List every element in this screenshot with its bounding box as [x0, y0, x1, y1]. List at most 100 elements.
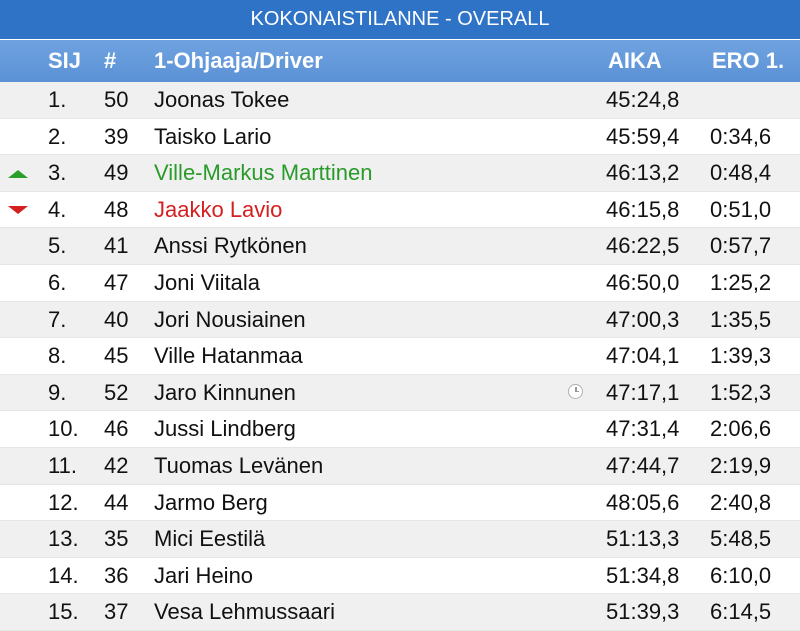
- diff-cell: 6:10,0: [710, 562, 772, 588]
- time-cell: 47:00,3: [606, 306, 680, 332]
- number-cell: 39: [104, 123, 129, 149]
- diff-cell: 0:34,6: [710, 123, 772, 149]
- diff-cell: 5:48,5: [710, 526, 772, 552]
- number-cell: 52: [104, 379, 129, 405]
- diff-cell: 1:52,3: [710, 379, 772, 405]
- time-cell: 51:39,3: [606, 599, 680, 625]
- column-header-diff[interactable]: ERO 1.: [712, 48, 785, 73]
- driver-name-cell: Jaro Kinnunen: [154, 379, 296, 405]
- column-header-position[interactable]: SIJ: [48, 48, 82, 73]
- time-cell: 47:31,4: [606, 416, 680, 442]
- table-row[interactable]: 5. 41 Anssi Rytkönen 46:22,5 0:57,7: [0, 228, 800, 265]
- position-cell: 13.: [48, 526, 79, 552]
- table-row[interactable]: 4. 48 Jaakko Lavio 46:15,8 0:51,0: [0, 191, 800, 229]
- diff-cell: 2:40,8: [710, 489, 772, 515]
- driver-name-cell: Ville-Markus Marttinen: [154, 160, 373, 186]
- diff-cell: 6:14,5: [710, 599, 772, 625]
- position-cell: 5.: [48, 233, 67, 259]
- number-cell: 44: [104, 489, 129, 515]
- diff-cell: 0:51,0: [710, 196, 772, 222]
- number-cell: 47: [104, 269, 129, 295]
- diff-cell: 1:35,5: [710, 306, 772, 332]
- diff-cell: 0:48,4: [710, 160, 772, 186]
- driver-name-cell: Jussi Lindberg: [154, 416, 296, 442]
- number-cell: 36: [104, 562, 129, 588]
- driver-name-cell: Mici Eestilä: [154, 526, 266, 552]
- time-cell: 45:59,4: [606, 123, 680, 149]
- table-row[interactable]: 9. 52 Jaro Kinnunen 47:17,1 1:52,3: [0, 374, 800, 412]
- driver-name-cell: Taisko Lario: [154, 123, 272, 149]
- driver-name-cell: Jori Nousiainen: [154, 306, 306, 332]
- column-header-row: SIJ # 1-Ohjaaja/Driver AIKA ERO 1.: [0, 40, 800, 82]
- table-row[interactable]: 2. 39 Taisko Lario 45:59,4 0:34,6: [0, 118, 800, 156]
- position-cell: 15.: [48, 599, 79, 625]
- time-cell: 48:05,6: [606, 489, 680, 515]
- position-cell: 11.: [48, 452, 77, 478]
- diff-cell: 0:57,7: [710, 233, 772, 259]
- driver-name-cell: Anssi Rytkönen: [154, 233, 307, 259]
- time-cell: 46:22,5: [606, 233, 680, 259]
- number-cell: 49: [104, 160, 129, 186]
- time-cell: 46:50,0: [606, 269, 680, 295]
- table-row[interactable]: 8. 45 Ville Hatanmaa 47:04,1 1:39,3: [0, 338, 800, 375]
- number-cell: 50: [104, 87, 129, 112]
- time-cell: 47:17,1: [606, 379, 680, 405]
- position-cell: 14.: [48, 562, 79, 588]
- position-cell: 2.: [48, 123, 67, 149]
- position-cell: 8.: [48, 343, 67, 369]
- number-cell: 45: [104, 343, 129, 369]
- column-header-number[interactable]: #: [104, 48, 117, 73]
- driver-name-cell: Jari Heino: [154, 562, 254, 588]
- position-cell: 12.: [48, 489, 79, 515]
- results-title: KOKONAISTILANNE - OVERALL: [0, 0, 800, 40]
- time-cell: 51:34,8: [606, 562, 680, 588]
- driver-name-cell: Vesa Lehmussaari: [154, 599, 335, 625]
- position-cell: 6.: [48, 269, 67, 295]
- driver-name-cell: Joonas Tokee: [154, 87, 290, 112]
- table-row[interactable]: 3. 49 Ville-Markus Marttinen 46:13,2 0:48,4: [0, 155, 800, 192]
- position-cell: 4.: [48, 196, 67, 222]
- driver-name-cell: Tuomas Levänen: [154, 452, 324, 478]
- arrow-down-icon: [8, 205, 28, 214]
- table-row[interactable]: 11. 42 Tuomas Levänen 47:44,7 2:19,9: [0, 447, 800, 485]
- position-cell: 7.: [48, 306, 67, 332]
- number-cell: 40: [104, 306, 129, 332]
- position-cell: 10.: [48, 416, 79, 442]
- diff-cell: 1:25,2: [710, 269, 772, 295]
- table-row[interactable]: 1. 50 Joonas Tokee 45:24,8: [0, 82, 800, 119]
- table-row[interactable]: 6. 47 Joni Viitala 46:50,0 1:25,2: [0, 264, 800, 302]
- driver-name-cell: Jarmo Berg: [154, 489, 268, 515]
- number-cell: 46: [104, 416, 129, 442]
- number-cell: 41: [104, 233, 129, 259]
- driver-name-cell: Joni Viitala: [154, 269, 260, 295]
- position-cell: 3.: [48, 160, 67, 186]
- table-row[interactable]: 13. 35 Mici Eestilä 51:13,3 5:48,5: [0, 521, 800, 558]
- time-cell: 51:13,3: [606, 526, 680, 552]
- time-cell: 46:13,2: [606, 160, 680, 186]
- column-header-time[interactable]: AIKA: [608, 48, 662, 73]
- table-row[interactable]: 14. 36 Jari Heino 51:34,8 6:10,0: [0, 557, 800, 595]
- number-cell: 48: [104, 196, 129, 222]
- driver-name-cell: Jaakko Lavio: [154, 196, 283, 222]
- number-cell: 35: [104, 526, 129, 552]
- clock-icon: [568, 383, 583, 399]
- diff-cell: 2:06,6: [710, 416, 772, 442]
- table-row[interactable]: 12. 44 Jarmo Berg 48:05,6 2:40,8: [0, 484, 800, 522]
- number-cell: 42: [104, 452, 129, 478]
- table-row[interactable]: 15. 37 Vesa Lehmussaari 51:39,3 6:14,5: [0, 594, 800, 631]
- number-cell: 37: [104, 599, 129, 625]
- column-header-driver[interactable]: 1-Ohjaaja/Driver: [154, 48, 323, 73]
- diff-cell: 1:39,3: [710, 343, 772, 369]
- position-cell: 1.: [48, 87, 67, 112]
- time-cell: 47:04,1: [606, 343, 680, 369]
- diff-cell: 2:19,9: [710, 452, 772, 478]
- time-cell: 45:24,8: [606, 87, 680, 112]
- time-cell: 46:15,8: [606, 196, 680, 222]
- results-table-body: 1. 50 Joonas Tokee 45:24,8 2. 39 Taisko Lario 4…: [0, 82, 800, 631]
- time-cell: 47:44,7: [606, 452, 680, 478]
- arrow-up-icon: [8, 170, 28, 179]
- table-row[interactable]: 10. 46 Jussi Lindberg 47:31,4 2:06,6: [0, 411, 800, 448]
- driver-name-cell: Ville Hatanmaa: [154, 343, 303, 369]
- table-row[interactable]: 7. 40 Jori Nousiainen 47:00,3 1:35,5: [0, 301, 800, 339]
- position-cell: 9.: [48, 379, 67, 405]
